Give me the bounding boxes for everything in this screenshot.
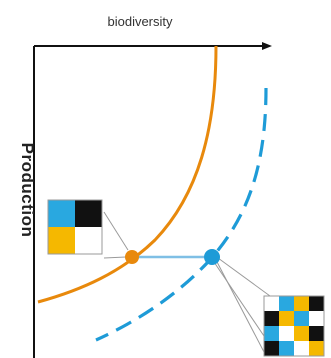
x-axis-arrowhead: [262, 42, 272, 50]
patch-cell-white: [279, 326, 294, 341]
callout-line: [217, 257, 271, 297]
patch-cell-blue: [279, 296, 294, 311]
patch-cell-yellow: [309, 341, 324, 356]
patch-cell-yellow: [294, 326, 309, 341]
patch-border: [47, 199, 103, 255]
solid-tradeoff-curve: [37, 45, 218, 304]
large-community-patch: [263, 295, 325, 357]
small-community-patch: [47, 199, 103, 255]
y-axis-label: Production: [18, 143, 37, 238]
patch-cell-yellow: [48, 227, 75, 254]
patch-cell-black: [264, 311, 279, 326]
patch-cell-blue: [294, 311, 309, 326]
patch-cell-white: [264, 296, 279, 311]
blue-point-marker: [204, 249, 220, 265]
x-axis-label: biodiversity: [107, 14, 173, 29]
patch-cell-blue: [264, 326, 279, 341]
callout-line: [103, 256, 127, 259]
patch-cell-yellow: [279, 311, 294, 326]
dashed-tradeoff-curve: [95, 87, 268, 342]
patch-cell-yellow: [294, 296, 309, 311]
patch-cell-blue: [279, 341, 294, 356]
callout-line: [103, 211, 129, 251]
patch-border: [263, 295, 325, 357]
patch-cell-blue: [48, 200, 75, 227]
patch-cell-black: [264, 341, 279, 356]
patch-cell-black: [309, 326, 324, 341]
patch-cell-white: [294, 341, 309, 356]
callout-line: [213, 261, 265, 337]
orange-point-marker: [125, 250, 139, 264]
callout-line: [215, 259, 265, 353]
patch-cell-black: [75, 200, 102, 227]
patch-cell-white: [309, 311, 324, 326]
patch-cell-black: [309, 296, 324, 311]
patch-cell-white: [75, 227, 102, 254]
